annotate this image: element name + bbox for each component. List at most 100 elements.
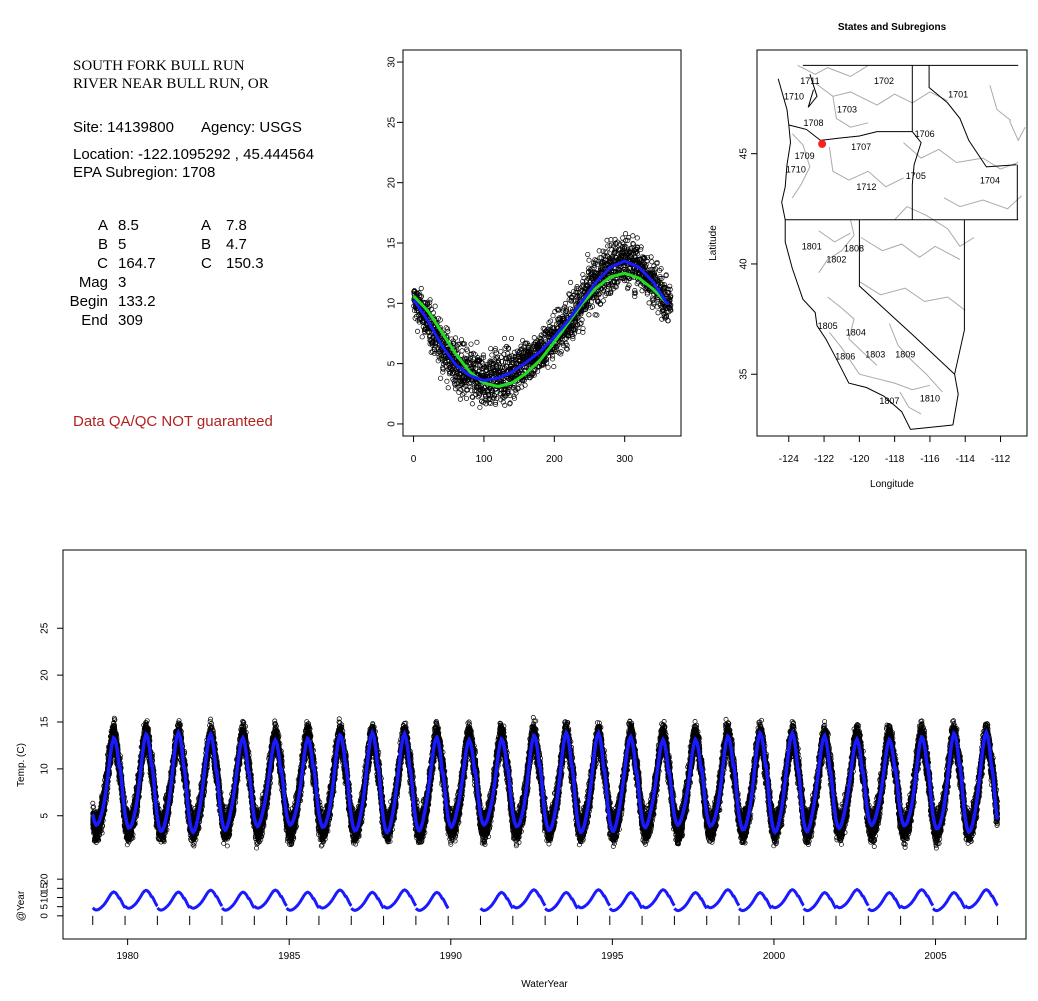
x-tick-label: 1980 xyxy=(117,951,140,962)
subregion-label: 1704 xyxy=(980,175,1000,185)
data-point xyxy=(446,386,450,390)
data-point xyxy=(460,349,464,353)
subregion-boundary xyxy=(1009,121,1025,141)
data-point xyxy=(631,234,635,238)
y-tick-label: 25 xyxy=(387,116,398,128)
y-tick-label: 10 xyxy=(40,763,51,775)
data-point xyxy=(415,329,419,333)
data-point xyxy=(514,391,518,395)
timeseries-plot: 1980 1985 1990 1995 2000 2005WaterYearTemp. (… xyxy=(16,550,1026,990)
data-point xyxy=(445,379,449,383)
subregion-label: 1802 xyxy=(826,255,846,265)
data-point xyxy=(552,364,556,368)
timeseries-ylabel: Temp. (C) xyxy=(16,743,27,787)
data-point xyxy=(621,236,625,240)
y-tick-label: 15 xyxy=(387,237,398,249)
data-point xyxy=(586,252,590,256)
x-tick-label: -122 xyxy=(814,454,834,465)
subregion-label: 1706 xyxy=(915,129,935,139)
states-subregions-map: States and Subregions Longitude Latitude -1… xyxy=(708,22,1027,490)
subregion-label: 1707 xyxy=(851,142,871,152)
y-tick-label: 20 xyxy=(40,873,51,885)
x-tick-label: -116 xyxy=(920,454,940,465)
y-tick-label: 5 xyxy=(40,903,51,909)
subregion-label: 1710 xyxy=(786,164,806,174)
data-point xyxy=(458,397,462,401)
data-point xyxy=(650,260,654,264)
x-tick-label: -112 xyxy=(991,454,1011,465)
subregion-label: 1807 xyxy=(879,396,899,406)
map-title: States and Subregions xyxy=(838,22,947,33)
data-point xyxy=(509,336,513,340)
data-point xyxy=(445,327,449,331)
x-tick-label: 0 xyxy=(411,454,417,465)
map-xlabel: Longitude xyxy=(870,479,914,490)
subregion-label: 1801 xyxy=(802,241,822,251)
data-point xyxy=(470,402,474,406)
data-point xyxy=(587,313,591,317)
subregion-label: 1708 xyxy=(803,118,823,128)
data-point xyxy=(453,336,457,340)
subregion-label: 1712 xyxy=(856,182,876,192)
data-point xyxy=(433,304,437,308)
x-tick-label: -114 xyxy=(956,454,976,465)
subregion-boundary xyxy=(904,143,1019,170)
y-tick-label: 20 xyxy=(40,669,51,681)
subregion-label: 1703 xyxy=(837,105,857,115)
state-boundary xyxy=(953,220,965,425)
subregion-boundary xyxy=(900,392,921,414)
data-point xyxy=(419,286,423,290)
map-frame xyxy=(757,50,1027,436)
data-point xyxy=(438,376,442,380)
data-point xyxy=(587,258,591,262)
subregion-label: 1710 xyxy=(784,91,804,101)
seasonal-plot-frame xyxy=(403,50,681,436)
data-point xyxy=(623,231,627,235)
x-tick-label: 2000 xyxy=(763,951,786,962)
subregion-boundary xyxy=(895,207,975,247)
y-tick-label: 20 xyxy=(387,177,398,189)
subregion-label: 1701 xyxy=(948,89,968,99)
x-tick-label: 1990 xyxy=(440,951,463,962)
data-point xyxy=(420,335,424,339)
subregion-boundary xyxy=(944,196,1022,209)
subregion-label: 1810 xyxy=(920,394,940,404)
data-point xyxy=(550,357,554,361)
subregion-boundary xyxy=(859,282,965,311)
data-point xyxy=(656,311,660,315)
data-point xyxy=(478,405,482,409)
y-tick-label: 5 xyxy=(40,813,51,819)
data-point xyxy=(635,236,639,240)
subregion-label: 1804 xyxy=(846,327,866,337)
x-tick-label: -118 xyxy=(885,454,905,465)
x-tick-label: 200 xyxy=(546,454,563,465)
subregion-boundary xyxy=(861,238,960,260)
y-tick-label: 10 xyxy=(387,297,398,309)
y-tick-label: 25 xyxy=(40,622,51,634)
y-tick-label: 45 xyxy=(739,148,750,160)
y-tick-label: 40 xyxy=(739,258,750,270)
data-point xyxy=(546,365,550,369)
x-tick-label: 2005 xyxy=(924,951,947,962)
data-point xyxy=(502,336,506,340)
data-point xyxy=(647,301,651,305)
site-marker xyxy=(818,140,826,148)
subregion-label: 1809 xyxy=(895,350,915,360)
data-point xyxy=(464,396,468,400)
map-ylabel: Latitude xyxy=(708,225,719,261)
x-tick-label: 300 xyxy=(616,454,633,465)
data-point xyxy=(568,280,572,284)
subregion-boundary xyxy=(990,85,1011,120)
x-tick-label: -124 xyxy=(779,454,799,465)
data-point xyxy=(489,346,493,350)
timeseries-xlabel: WaterYear xyxy=(521,979,568,990)
subregion-boundary xyxy=(798,65,869,76)
data-point xyxy=(490,353,494,357)
subregion-label: 1803 xyxy=(865,350,885,360)
y-tick-label: 5 xyxy=(387,360,398,366)
yearly-ylabel: @Year xyxy=(16,890,27,921)
subregion-label: 1711 xyxy=(800,76,819,86)
data-point xyxy=(640,289,644,293)
subregion-boundary xyxy=(815,83,947,105)
